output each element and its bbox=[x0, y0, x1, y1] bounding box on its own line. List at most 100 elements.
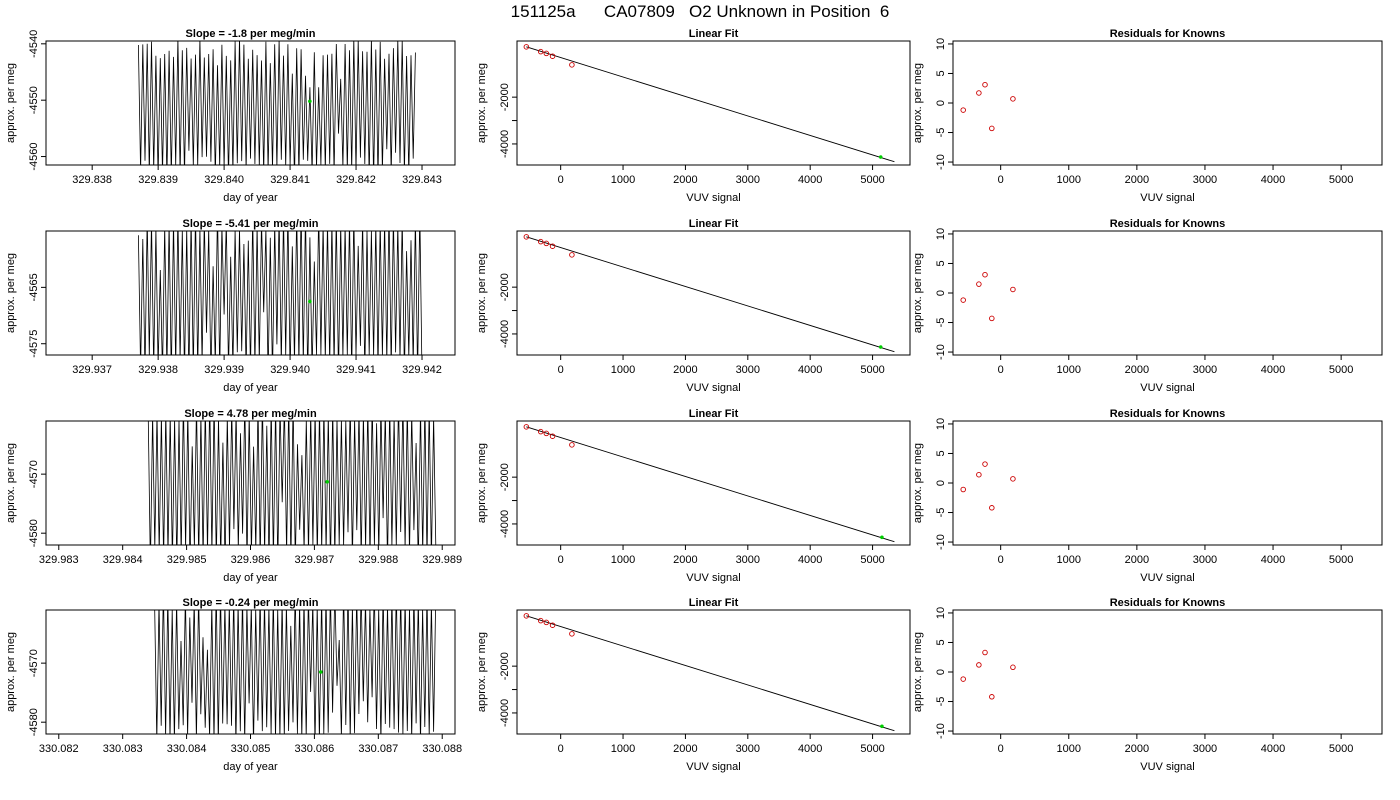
x-tick-label: 329.988 bbox=[358, 554, 398, 566]
y-tick-label: -4000 bbox=[499, 130, 511, 158]
unknown-point bbox=[318, 670, 323, 674]
x-tick-label: 330.083 bbox=[103, 743, 143, 755]
x-tick-label: 0 bbox=[558, 174, 564, 186]
x-tick-label: 0 bbox=[998, 364, 1004, 376]
known-point bbox=[537, 48, 544, 55]
x-tick-label: 329.987 bbox=[295, 554, 335, 566]
x-tick-label: 329.983 bbox=[39, 554, 79, 566]
y-tick-label: -10 bbox=[935, 154, 947, 170]
y-tick-label: -4000 bbox=[499, 699, 511, 727]
time-series-4-panel: Slope = -0.24 per meg/min 330.082 330.083 3… bbox=[5, 597, 462, 773]
panel-title: Residuals for Knowns bbox=[1110, 597, 1226, 609]
x-tick-label: 5000 bbox=[860, 743, 884, 755]
x-axis-label: VUV signal bbox=[1140, 192, 1194, 204]
y-tick-label: -5 bbox=[935, 697, 947, 707]
x-tick-label: 5000 bbox=[860, 554, 884, 566]
x-tick-label: 0 bbox=[998, 743, 1004, 755]
known-point bbox=[960, 297, 966, 303]
known-point bbox=[989, 315, 995, 322]
unknown-point bbox=[308, 299, 312, 304]
known-point bbox=[982, 271, 988, 278]
known-point bbox=[569, 442, 575, 448]
known-point bbox=[569, 252, 575, 258]
known-point bbox=[523, 613, 530, 619]
x-tick-label: 3000 bbox=[736, 364, 760, 376]
panel-title: Slope = 4.78 per meg/min bbox=[184, 408, 317, 420]
plot-content bbox=[960, 271, 1016, 322]
plot-frame bbox=[952, 609, 1383, 735]
x-tick-label: 3000 bbox=[1193, 743, 1217, 755]
x-tick-label: 0 bbox=[558, 554, 564, 566]
known-point bbox=[523, 44, 530, 50]
known-point bbox=[543, 240, 550, 247]
residuals-4-panel: Residuals for Knowns 0 1000 2000 3000 4000 500… bbox=[912, 597, 1383, 773]
plot-content bbox=[523, 44, 895, 163]
plot-frame bbox=[516, 420, 911, 546]
x-tick-label: 330.085 bbox=[231, 743, 271, 755]
y-axis-label: approx. per meg bbox=[5, 443, 17, 523]
x-tick-label: 5000 bbox=[1329, 743, 1353, 755]
x-tick-label: 5000 bbox=[1329, 554, 1353, 566]
known-point bbox=[537, 238, 544, 245]
x-tick-label: 329.985 bbox=[167, 554, 207, 566]
unknown-point bbox=[880, 724, 884, 729]
x-tick-label: 2000 bbox=[673, 554, 697, 566]
x-tick-label: 2000 bbox=[673, 364, 697, 376]
y-tick-label: -10 bbox=[935, 723, 947, 739]
fit-line bbox=[526, 236, 895, 353]
x-tick-label: 1000 bbox=[611, 174, 635, 186]
x-tick-label: 0 bbox=[558, 743, 564, 755]
x-tick-label: 329.842 bbox=[336, 174, 376, 186]
known-point bbox=[960, 107, 966, 113]
plot-content bbox=[523, 613, 895, 732]
known-point bbox=[989, 125, 995, 132]
plot-content bbox=[147, 421, 437, 545]
unknown-point bbox=[308, 99, 312, 104]
x-axis-label: VUV signal bbox=[686, 382, 740, 394]
y-tick-label: -4000 bbox=[499, 510, 511, 538]
x-tick-label: 3000 bbox=[1193, 554, 1217, 566]
x-axis-label: VUV signal bbox=[686, 572, 740, 584]
x-axis-label: VUV signal bbox=[686, 192, 740, 204]
x-tick-label: 2000 bbox=[1125, 554, 1149, 566]
x-axis-label: VUV signal bbox=[1140, 572, 1194, 584]
known-point bbox=[976, 662, 982, 668]
y-tick-label: -2000 bbox=[499, 463, 511, 491]
x-tick-label: 330.086 bbox=[295, 743, 335, 755]
known-point bbox=[543, 619, 550, 626]
y-axis-label: approx. per meg bbox=[5, 632, 17, 712]
plot-content bbox=[154, 610, 436, 734]
known-point bbox=[549, 53, 556, 59]
x-tick-label: 329.938 bbox=[138, 364, 178, 376]
x-tick-label: 330.084 bbox=[167, 743, 207, 755]
known-point bbox=[543, 50, 550, 57]
fit-line bbox=[526, 615, 895, 732]
page-title: 151125a CA07809 O2 Unknown in Position 6 bbox=[510, 2, 890, 21]
panel-title: Residuals for Knowns bbox=[1110, 408, 1226, 420]
y-axis-label: approx. per meg bbox=[912, 443, 924, 523]
panel-title: Slope = -5.41 per meg/min bbox=[182, 218, 318, 230]
y-tick-label: -2000 bbox=[499, 652, 511, 680]
residuals-2-panel: Residuals for Knowns 0 1000 2000 3000 4000 500… bbox=[912, 218, 1383, 394]
x-tick-label: 329.841 bbox=[270, 174, 310, 186]
unknown-point bbox=[325, 480, 329, 484]
x-tick-label: 3000 bbox=[736, 174, 760, 186]
fit-line bbox=[526, 46, 895, 163]
fit-line bbox=[526, 426, 895, 543]
x-tick-label: 4000 bbox=[798, 364, 822, 376]
x-tick-label: 3000 bbox=[1193, 364, 1217, 376]
linear-fit-3-panel: Linear Fit 0 1000 2000 3000 4000 5000 -4000 -200… bbox=[476, 408, 911, 584]
y-tick-label: -5 bbox=[935, 508, 947, 518]
known-point bbox=[982, 649, 988, 656]
x-tick-label: 329.940 bbox=[270, 364, 310, 376]
known-point bbox=[960, 676, 966, 682]
x-axis-label: day of year bbox=[223, 572, 278, 584]
known-point bbox=[523, 234, 530, 240]
x-tick-label: 330.088 bbox=[422, 743, 462, 755]
x-tick-label: 330.087 bbox=[358, 743, 398, 755]
x-tick-label: 5000 bbox=[1329, 364, 1353, 376]
data-trace bbox=[154, 610, 436, 734]
y-axis-label: approx. per meg bbox=[5, 253, 17, 333]
panel-title: Linear Fit bbox=[689, 597, 739, 609]
